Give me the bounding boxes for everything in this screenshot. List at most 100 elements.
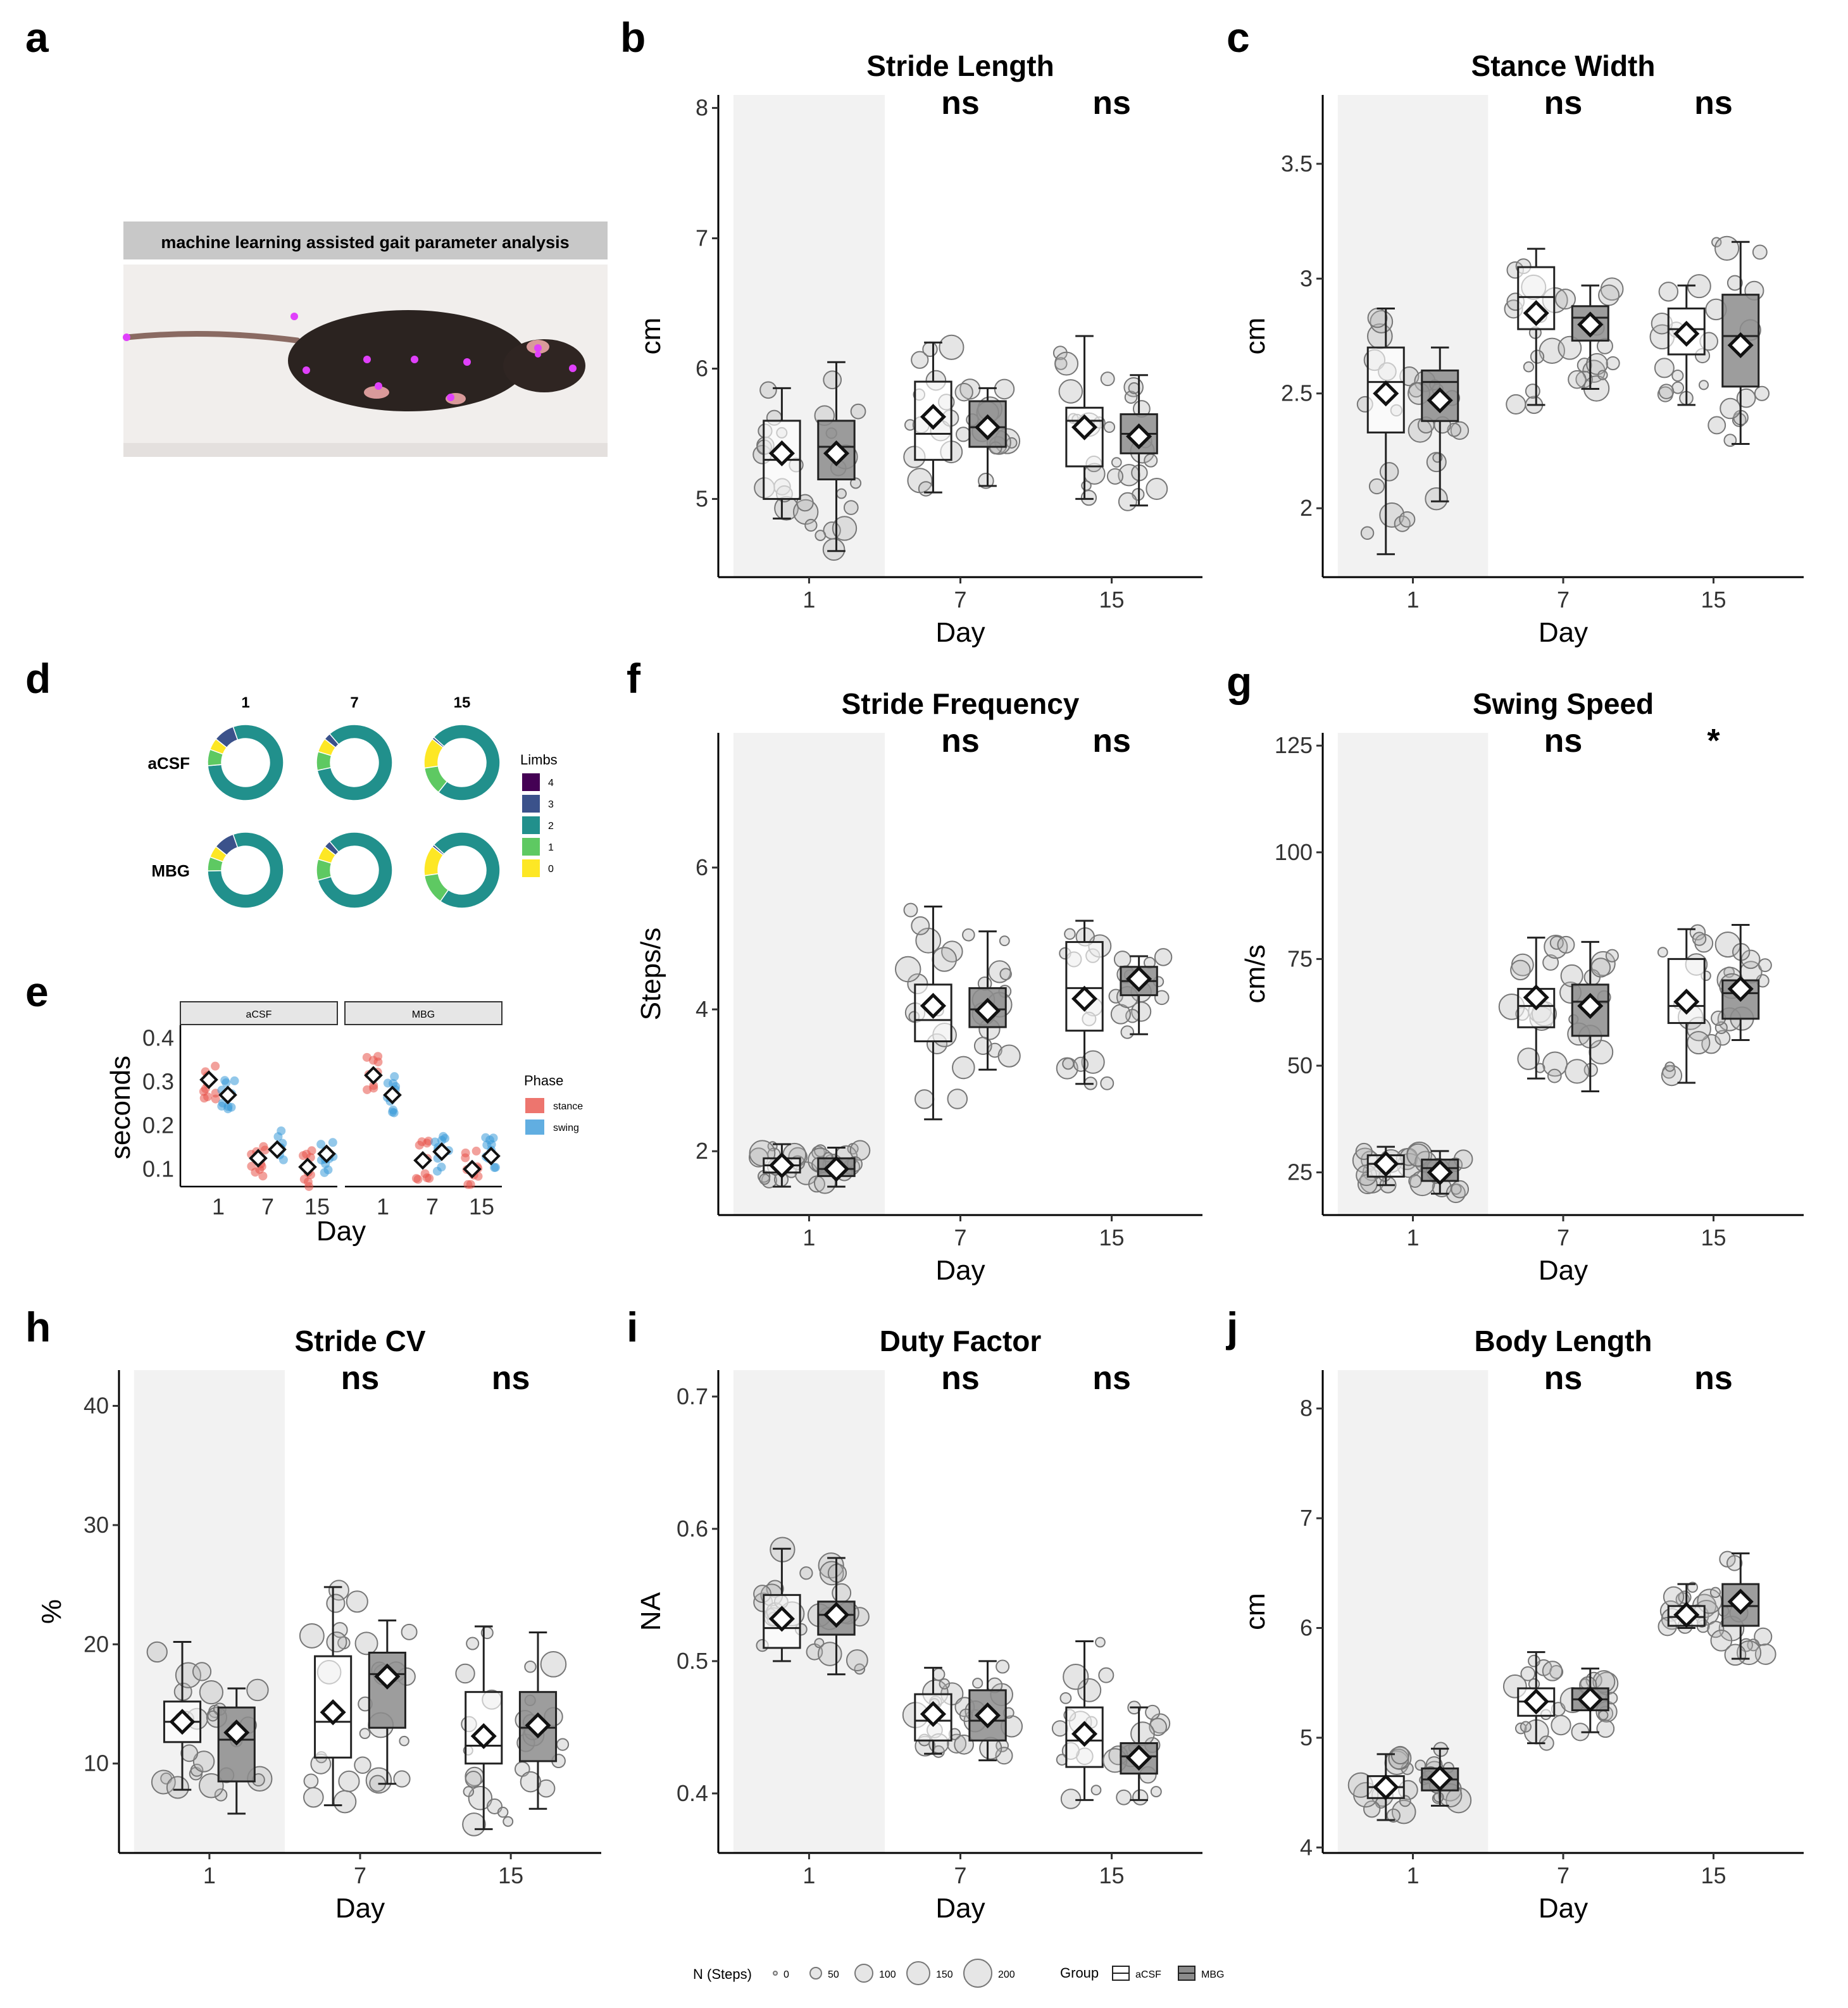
size-legend-label: 0 (784, 1969, 789, 1980)
data-point (1408, 1174, 1422, 1188)
data-point (823, 370, 842, 390)
data-point (1528, 1654, 1540, 1668)
data-point (1520, 1721, 1532, 1733)
size-legend-circle (854, 1964, 873, 1983)
data-point (941, 940, 963, 963)
mean-diamond (298, 1157, 317, 1176)
data-point (996, 1659, 1010, 1674)
data-point (214, 1788, 228, 1802)
mean-diamond (768, 1606, 795, 1632)
data-point (822, 538, 846, 561)
box-MBG-day-7 (1559, 1668, 1619, 1742)
data-point (462, 1812, 486, 1837)
donut-MBG-day-1 (207, 832, 284, 909)
data-point (903, 902, 918, 918)
y-tick-label: 8 (1300, 1395, 1313, 1421)
x-tick-label: 1 (802, 587, 815, 613)
donut-legend-swatch (522, 816, 540, 834)
data-point (999, 935, 1010, 947)
data-point (1598, 284, 1620, 306)
donut-panel: 1 7 15 aCSF MBG Limbs 4 3 2 1 0 (148, 694, 558, 909)
donut-column-label: 1 (241, 694, 249, 711)
panel-a-photo: machine learning assisted gait parameter… (123, 221, 608, 457)
box-MBG-day-7 (354, 1619, 418, 1794)
phase-point (490, 1163, 499, 1173)
data-point (1391, 1799, 1416, 1824)
data-point (1726, 275, 1743, 291)
data-point (199, 1680, 223, 1705)
data-point (973, 1037, 992, 1055)
data-point (939, 1678, 951, 1690)
x-axis-label: Day (1539, 1255, 1588, 1286)
mean-diamond (268, 1140, 287, 1159)
data-point (198, 1773, 224, 1799)
data-point (393, 1770, 411, 1788)
data-point (1132, 1789, 1149, 1805)
y-tick-label: 50 (1287, 1052, 1313, 1078)
data-point (1100, 1076, 1114, 1090)
data-point (1054, 351, 1079, 376)
significance-label: * (1707, 723, 1720, 759)
significance-label: ns (1544, 723, 1583, 759)
mean-diamond (920, 1700, 947, 1728)
x-axis-label: Day (935, 1893, 985, 1924)
mean-diamond (1727, 976, 1754, 1002)
x-tick-label: 7 (1557, 1862, 1570, 1888)
data-point (815, 530, 827, 541)
data-point (1671, 369, 1684, 382)
donut-slice (433, 832, 501, 909)
x-tick-label: 1 (1406, 587, 1419, 613)
data-point (850, 403, 866, 420)
y-axis-label: NA (635, 1592, 666, 1631)
y-tick-label: 0.6 (677, 1516, 708, 1542)
box-MBG-day-1 (1406, 1141, 1473, 1204)
box-aCSF-day-7 (1502, 1651, 1571, 1751)
panel-letter-j: j (1225, 1304, 1238, 1350)
mean-diamond (1427, 1159, 1453, 1186)
data-point (1523, 361, 1535, 373)
data-point (1710, 1629, 1733, 1652)
x-tick-label: 1 (1406, 1225, 1419, 1250)
data-point (818, 1552, 844, 1579)
y-axis-label: % (36, 1599, 67, 1624)
data-point (1081, 480, 1092, 491)
phase-point (463, 1180, 473, 1189)
mean-diamond (1071, 1721, 1098, 1747)
donut-legend-label: 4 (548, 778, 554, 789)
size-legend-label: 150 (936, 1969, 953, 1980)
x-tick-label: 15 (1099, 1862, 1125, 1888)
data-point (1658, 282, 1679, 302)
mean-diamond (470, 1723, 497, 1749)
data-point (1719, 1550, 1736, 1568)
phase-point (471, 1146, 481, 1156)
y-tick-label: 2 (696, 1138, 708, 1164)
y-tick-label: 0.2 (142, 1113, 174, 1138)
box-MBG-day-1 (806, 1552, 870, 1676)
size-legend-label: 100 (879, 1969, 896, 1980)
data-point (1063, 1664, 1089, 1690)
data-point (246, 1678, 269, 1702)
group-legend-title: Group (1060, 1965, 1099, 1981)
box-MBG-day-1 (804, 361, 866, 561)
mean-diamond (1427, 387, 1453, 414)
data-point (759, 1173, 771, 1185)
mean-diamond (1071, 985, 1098, 1012)
y-axis-label: seconds (105, 1056, 136, 1159)
data-point (1596, 1719, 1615, 1738)
y-tick-label: 0.1 (142, 1156, 174, 1182)
box-aCSF-day-7 (902, 1666, 967, 1758)
data-point (1720, 397, 1741, 420)
phase-point (316, 1140, 326, 1149)
phase-point (211, 1094, 220, 1104)
data-point (1145, 1704, 1161, 1720)
panel-letter-i: i (627, 1304, 638, 1350)
box-MBG-day-15 (1108, 948, 1173, 1039)
y-tick-label: 6 (696, 355, 708, 381)
significance-label: ns (492, 1360, 530, 1397)
data-point (850, 477, 862, 489)
mouse-head (503, 339, 585, 392)
mean-diamond (1126, 966, 1152, 992)
box-MBG-day-15 (1106, 374, 1168, 511)
box-aCSF-day-7 (1498, 935, 1568, 1083)
box-MBG-day-15 (1707, 1550, 1776, 1666)
